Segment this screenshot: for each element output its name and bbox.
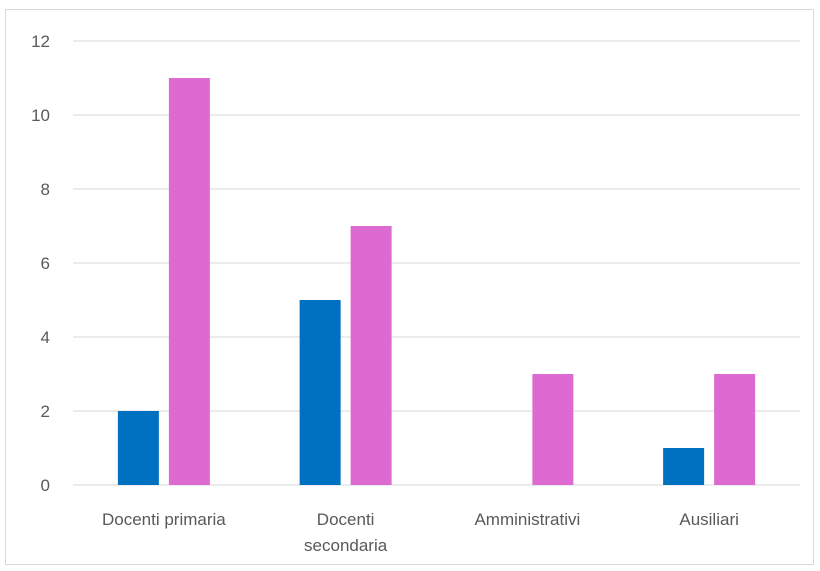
y-tick-label-6: 6 — [41, 254, 50, 273]
x-category-label-2: Docenti secondaria — [304, 510, 388, 555]
x-category-label-line: secondaria — [304, 536, 388, 555]
x-category-label-3: Amministrativi — [474, 510, 580, 529]
x-category-label-line: Docenti — [317, 510, 375, 529]
y-axis-tick-labels: 0 2 4 6 8 10 12 — [31, 32, 50, 495]
y-tick-label-4: 4 — [41, 328, 50, 347]
bar-series2-cat4 — [714, 374, 756, 485]
y-tick-label-10: 10 — [31, 106, 50, 125]
x-category-label-4: Ausiliari — [679, 510, 739, 529]
x-category-label-1: Docenti primaria — [102, 510, 226, 529]
bar-series1-cat1 — [117, 411, 159, 485]
x-category-label-line: Ausiliari — [679, 510, 739, 529]
bar-series1-cat2 — [299, 300, 341, 485]
y-tick-label-12: 12 — [31, 32, 50, 51]
bar-series2-cat2 — [350, 226, 392, 485]
bars — [117, 78, 756, 485]
x-category-label-line: Docenti primaria — [102, 510, 226, 529]
bar-series2-cat1 — [168, 78, 210, 485]
y-tick-label-8: 8 — [41, 180, 50, 199]
x-axis-category-labels: Docenti primaria Docenti secondaria Amminis… — [102, 510, 739, 555]
bar-series1-cat4 — [663, 448, 705, 485]
x-category-label-line: Amministrativi — [474, 510, 580, 529]
bar-series2-cat3 — [532, 374, 574, 485]
y-tick-label-0: 0 — [41, 476, 50, 495]
y-tick-label-2: 2 — [41, 402, 50, 421]
